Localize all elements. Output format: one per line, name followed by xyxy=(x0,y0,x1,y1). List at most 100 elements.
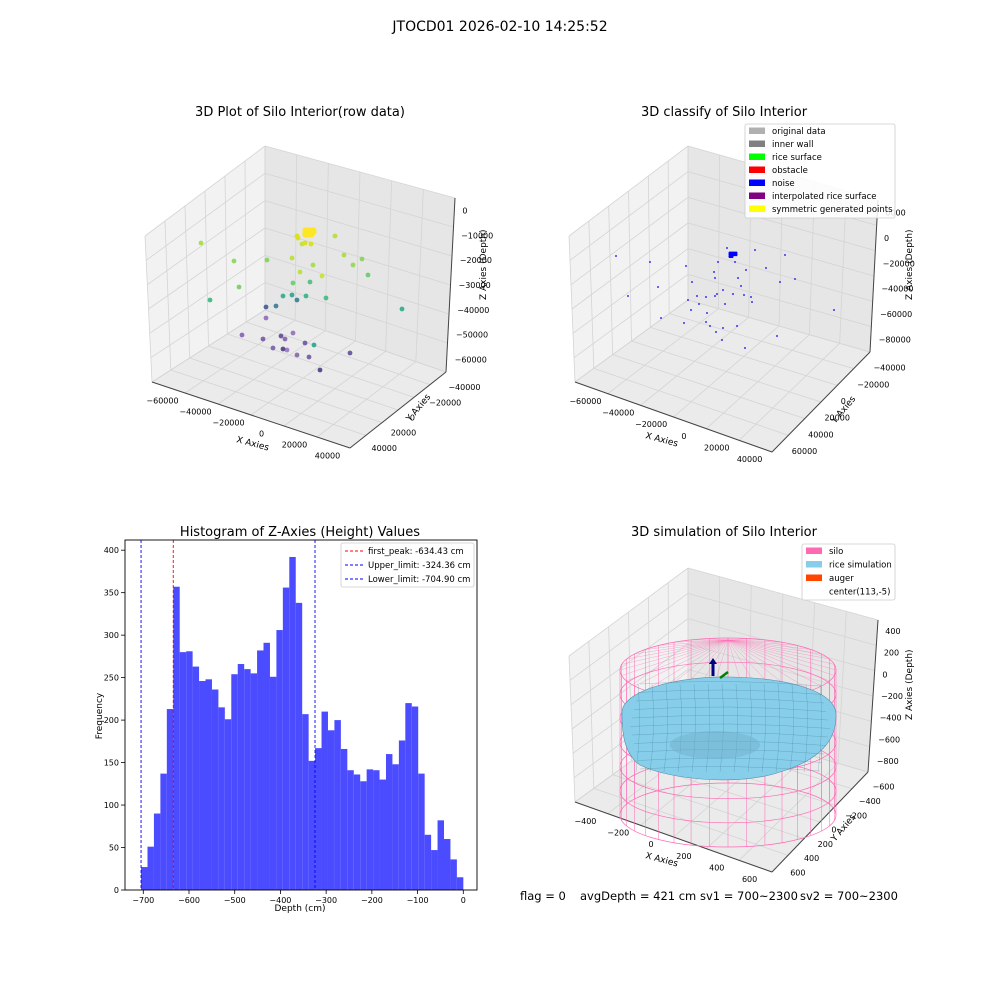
z-tick-label: 0 xyxy=(884,234,889,243)
histogram-bar xyxy=(257,650,264,890)
axes-frame xyxy=(124,539,478,891)
histogram-bar xyxy=(276,630,283,890)
y-tick-label: 300 xyxy=(104,631,119,640)
z-tick-label: 0000 xyxy=(885,209,905,218)
grid-line xyxy=(569,593,689,681)
z-tick-label: 200 xyxy=(884,649,899,658)
data-point xyxy=(309,232,315,238)
noise-point xyxy=(717,261,719,263)
data-point xyxy=(332,233,338,239)
silo-roof-strut xyxy=(727,639,830,660)
box-pane xyxy=(152,310,446,448)
rice-mesh-line xyxy=(663,683,668,773)
footer-flag: flag = 0 xyxy=(520,889,566,903)
silo-roof-strut xyxy=(727,639,835,665)
histogram-bar xyxy=(302,714,309,890)
noise-point xyxy=(698,303,700,305)
data-point xyxy=(289,292,295,298)
histogram-bar xyxy=(224,719,232,890)
noise-point xyxy=(754,249,756,251)
grid-line xyxy=(264,145,456,199)
panel2-x-label: X Axies xyxy=(644,431,679,449)
rice-mesh-line xyxy=(639,766,821,772)
histogram-bar xyxy=(443,839,451,890)
data-point xyxy=(294,352,300,358)
auger-marker xyxy=(709,658,729,679)
histogram-bar xyxy=(373,770,380,890)
data-point xyxy=(310,262,316,268)
panel4-legend: silo rice simulation auger center(113,-5) xyxy=(801,543,896,601)
grid-line xyxy=(867,619,879,773)
histogram-bar xyxy=(411,706,419,890)
silo-roof-strut xyxy=(727,639,811,650)
auger-arm xyxy=(719,671,729,679)
noise-point xyxy=(740,285,742,287)
silo-roof-strut xyxy=(727,638,747,641)
rice-mesh-line xyxy=(637,689,823,695)
data-point xyxy=(290,280,296,286)
data-point xyxy=(280,293,286,299)
data-point xyxy=(308,241,314,247)
x-tick-label: −500 xyxy=(224,896,246,905)
data-point xyxy=(280,346,286,352)
x-tick-label: −600 xyxy=(178,896,200,905)
noise-point xyxy=(726,247,728,249)
legend-swatch xyxy=(749,140,765,147)
data-point xyxy=(311,342,317,348)
data-point xyxy=(347,350,353,356)
noise-point xyxy=(660,317,662,319)
grid-line xyxy=(145,173,266,261)
histogram-bar xyxy=(366,769,374,890)
legend-label: original data xyxy=(772,127,826,137)
panel1-points xyxy=(198,227,405,373)
legend-label: obstacle xyxy=(772,166,808,176)
noise-point xyxy=(833,309,835,311)
box-pane xyxy=(569,568,688,802)
histogram-bar xyxy=(450,859,457,890)
panel1-3d-box xyxy=(144,145,456,449)
histogram-bar xyxy=(379,779,386,890)
rice-mesh-line xyxy=(691,683,696,773)
silo-roof-strut xyxy=(673,639,729,643)
noise-point xyxy=(737,277,739,279)
histogram-bar xyxy=(289,556,296,890)
data-point xyxy=(307,279,313,285)
grid-line xyxy=(568,567,689,657)
histogram-x-label: Depth (cm) xyxy=(274,904,325,914)
histogram-bar xyxy=(205,679,212,890)
y-tick-label: −40000 xyxy=(448,383,480,392)
data-point xyxy=(270,345,276,351)
legend-label: Lower_limit: -704.90 cm xyxy=(368,575,470,585)
rice-mesh-line xyxy=(733,683,738,773)
noise-point xyxy=(776,335,778,337)
rice-mesh-line xyxy=(789,683,794,773)
data-point xyxy=(263,315,269,321)
data-point xyxy=(294,297,300,303)
histogram-bar xyxy=(405,703,412,890)
y-tick-label: 400 xyxy=(804,854,819,863)
grid-line xyxy=(574,381,773,453)
x-tick-label: −100 xyxy=(407,896,429,905)
legend-label: auger xyxy=(829,574,854,584)
silo-roof-strut xyxy=(727,639,835,676)
legend-swatch xyxy=(749,179,765,186)
histogram-bar xyxy=(153,813,161,890)
panel1-x-label: X Axies xyxy=(235,435,270,453)
data-point xyxy=(317,367,323,373)
rice-mesh-line xyxy=(803,683,808,773)
noise-point xyxy=(722,327,724,329)
legend-frame xyxy=(801,543,896,601)
noise-point xyxy=(716,293,718,295)
noise-point xyxy=(714,277,716,279)
legend-label: first_peak: -634.43 cm xyxy=(368,547,464,557)
noise-point xyxy=(705,296,707,298)
histogram-bar xyxy=(295,602,303,890)
y-tick-label: 200 xyxy=(818,840,833,849)
legend-label: silo xyxy=(829,547,843,557)
grid-line xyxy=(264,309,447,373)
y-tick-label: 40000 xyxy=(372,444,397,453)
data-point xyxy=(302,240,308,246)
rice-mesh-line xyxy=(719,683,724,773)
noise-point xyxy=(714,295,716,297)
silo-roof-strut xyxy=(626,639,729,660)
